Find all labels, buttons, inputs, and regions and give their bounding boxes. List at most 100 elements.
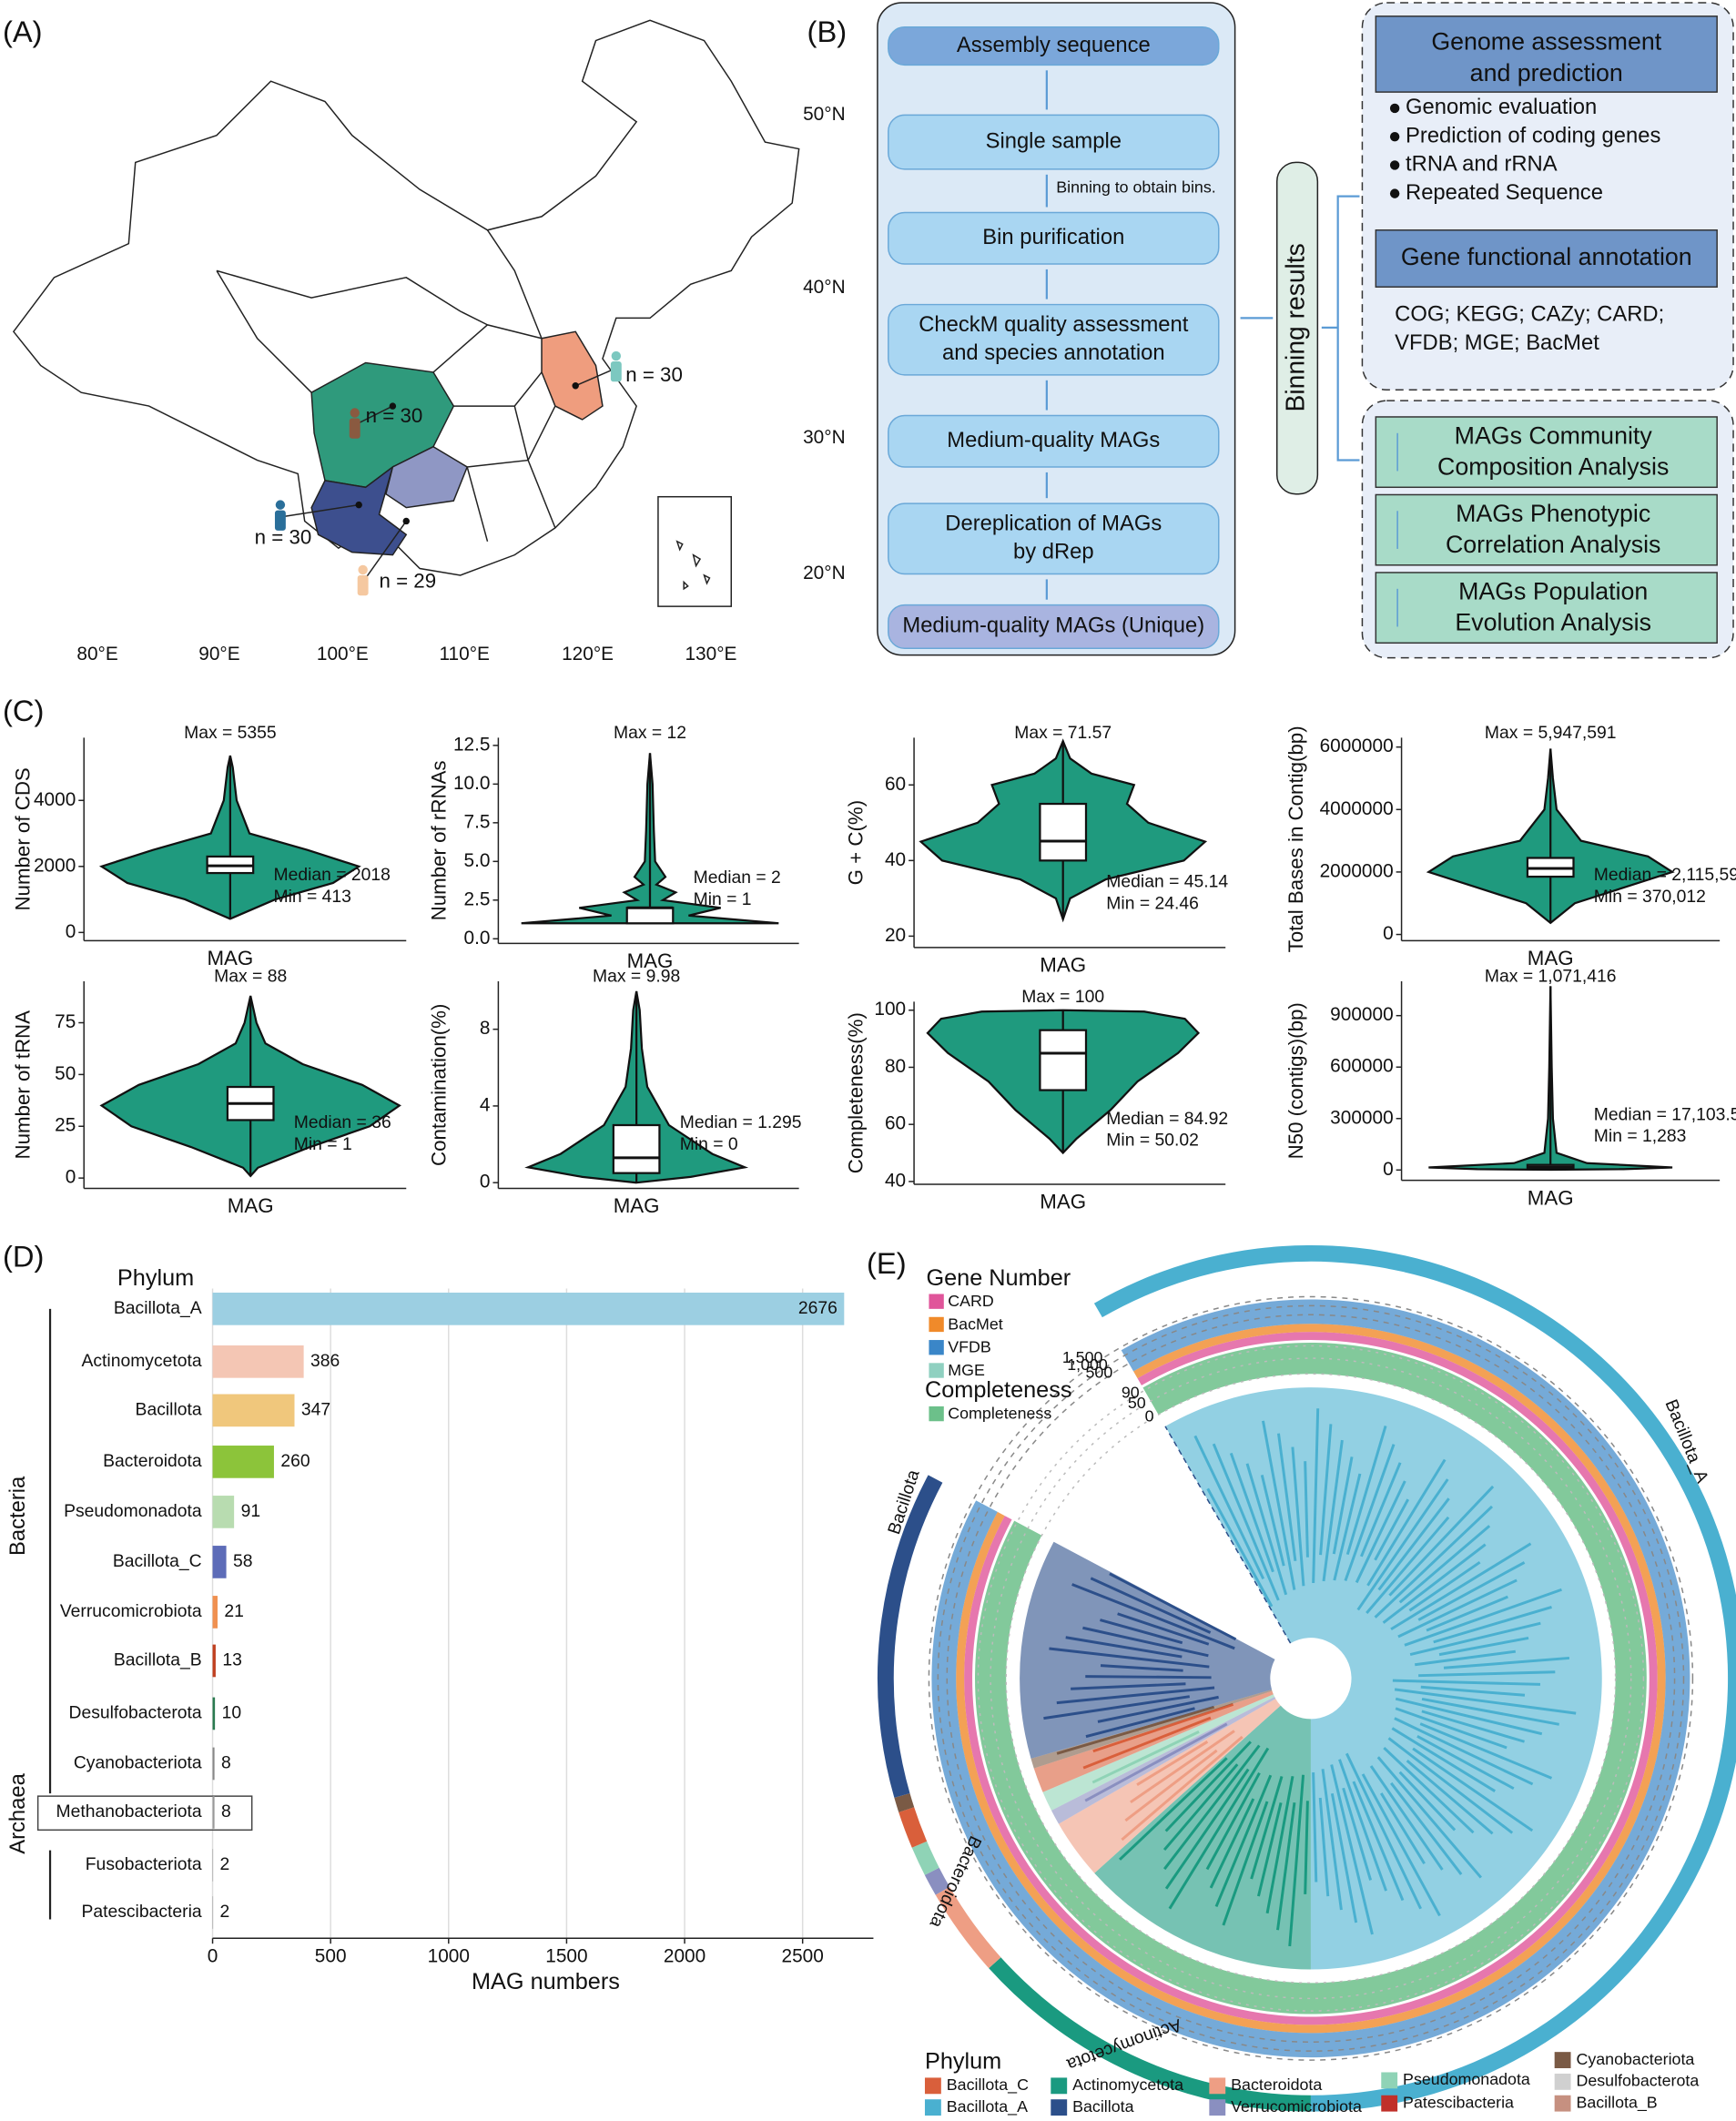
x-tick-label: MAG bbox=[1528, 947, 1574, 969]
category-label: Bacillota_C bbox=[113, 1552, 202, 1571]
y-tick-label: 8 bbox=[480, 1018, 491, 1039]
bullet bbox=[1389, 103, 1400, 114]
tree-branch bbox=[1082, 1626, 1209, 1658]
median-label: Median = 36 bbox=[294, 1113, 391, 1132]
max-label: Max = 12 bbox=[614, 724, 686, 743]
legend-label: Completeness bbox=[948, 1405, 1051, 1423]
clade-fill bbox=[1030, 1690, 1273, 1769]
y-tick-label: 4 bbox=[480, 1094, 491, 1115]
tree-branch bbox=[1082, 1716, 1212, 1770]
gene-grid bbox=[937, 1304, 1685, 2052]
value-label: 8 bbox=[221, 1802, 231, 1822]
completeness-grid bbox=[977, 1345, 1645, 2012]
tree-branch bbox=[1345, 1426, 1387, 1556]
lon-label: 100°E bbox=[317, 644, 369, 665]
x-tick-label: 500 bbox=[315, 1946, 347, 1967]
max-label: Max = 100 bbox=[1021, 988, 1104, 1007]
category-label: Desulfobacterota bbox=[68, 1704, 201, 1723]
value-label: 2676 bbox=[798, 1299, 838, 1318]
tree-branch bbox=[1392, 1679, 1541, 1686]
tree-branch bbox=[1394, 1688, 1577, 1715]
tree-branch bbox=[1404, 1588, 1562, 1647]
tree-branch bbox=[1421, 1710, 1525, 1743]
tree-branch bbox=[1365, 1516, 1450, 1614]
tree-branch bbox=[1212, 1443, 1280, 1601]
x-tick-label: 1000 bbox=[428, 1946, 470, 1967]
bar bbox=[212, 1496, 235, 1528]
median-label: Median = 2,115,595 bbox=[1594, 866, 1736, 885]
legend-label: Bacillota_C bbox=[947, 2075, 1029, 2095]
lat-label: 20°N bbox=[803, 563, 846, 584]
phylum-ring bbox=[935, 1886, 1001, 1969]
value-label: 13 bbox=[222, 1651, 242, 1670]
step-text: Bin purification bbox=[982, 225, 1124, 249]
legend-swatch bbox=[1051, 2099, 1068, 2116]
step-text: Dereplication of MAGs bbox=[945, 511, 1162, 535]
person-body bbox=[349, 418, 360, 439]
tree-branch bbox=[1100, 1664, 1183, 1672]
legend-label: Pseudomonadota bbox=[1403, 2070, 1530, 2088]
lon-label: 90°E bbox=[198, 644, 239, 665]
tree-branch bbox=[1205, 1771, 1261, 1871]
tree-branch bbox=[1049, 1647, 1210, 1669]
value-label: 2 bbox=[219, 1903, 229, 1922]
tree-branch bbox=[1277, 1433, 1297, 1561]
tree-branch bbox=[1387, 1737, 1514, 1834]
analysis-text: Correlation Analysis bbox=[1446, 531, 1660, 558]
bar bbox=[212, 1644, 216, 1678]
bar bbox=[212, 1446, 274, 1478]
tree-branch bbox=[1071, 1682, 1186, 1690]
completeness-grid bbox=[1005, 1373, 1617, 1984]
category-label: Fusobacteriota bbox=[86, 1855, 202, 1874]
y-tick-label: 0 bbox=[66, 921, 76, 942]
value-label: 2 bbox=[219, 1855, 229, 1874]
tree-branch bbox=[1136, 1740, 1209, 1786]
legend-label: MGE bbox=[948, 1361, 985, 1379]
tree-branch bbox=[1395, 1707, 1508, 1750]
list-item: Prediction of coding genes bbox=[1406, 123, 1660, 147]
highlight-box bbox=[36, 1795, 253, 1832]
category-label: Verrucomicrobiota bbox=[60, 1602, 202, 1621]
gene-grid bbox=[928, 1295, 1694, 2061]
legend-title: Phylum bbox=[925, 2049, 1001, 2075]
y-axis-label: Total Bases in Contig(bp) bbox=[1284, 726, 1307, 952]
region-guizhou bbox=[385, 445, 469, 509]
tree-branch bbox=[1304, 1801, 1309, 1894]
y-tick-label: 25 bbox=[55, 1115, 76, 1136]
category-label: Bacteroidota bbox=[103, 1452, 202, 1471]
tree-branch bbox=[1412, 1747, 1534, 1832]
category-label: Cyanobacteriota bbox=[74, 1754, 202, 1773]
category-label: Actinomycetota bbox=[81, 1352, 201, 1371]
step-text: Assembly sequence bbox=[957, 33, 1151, 57]
legend-swatch bbox=[1209, 2077, 1226, 2095]
legend-label: Bacillota_A bbox=[947, 2097, 1028, 2116]
leader-line bbox=[574, 367, 617, 387]
tree-branch bbox=[1117, 1612, 1210, 1646]
panel-label: (B) bbox=[807, 15, 848, 48]
y-tick-label: 7.5 bbox=[464, 811, 491, 832]
legend-swatch bbox=[924, 2099, 941, 2116]
x-tick-label: MAG bbox=[614, 1194, 660, 1217]
y-axis-label: Number of rRNAs bbox=[427, 760, 450, 920]
analysis-text: Composition Analysis bbox=[1437, 453, 1669, 481]
clade-fill bbox=[1165, 1387, 1602, 1970]
islands bbox=[675, 540, 711, 591]
sample-label: n = 29 bbox=[380, 569, 437, 592]
assessment-header bbox=[1375, 15, 1718, 93]
lat-label: 50°N bbox=[803, 104, 846, 125]
tree-branch bbox=[1394, 1717, 1534, 1786]
y-tick-label: 2.5 bbox=[464, 888, 491, 909]
legend-label: Actinomycetota bbox=[1072, 2075, 1183, 2094]
value-label: 386 bbox=[310, 1352, 340, 1371]
x-axis-label: MAG numbers bbox=[472, 1969, 620, 1994]
leader-line bbox=[362, 521, 407, 583]
legend-label: Bacillota bbox=[1072, 2097, 1133, 2116]
tree-branch bbox=[1417, 1561, 1526, 1621]
legend-swatch bbox=[1051, 2077, 1068, 2095]
inset-box bbox=[657, 495, 733, 607]
box bbox=[1039, 1029, 1088, 1091]
y-axis-label: Completeness(%) bbox=[844, 1012, 867, 1173]
gene-tick-label: 1,500 bbox=[1062, 1348, 1103, 1366]
tree-branch bbox=[1332, 1456, 1354, 1555]
tree-branch bbox=[1092, 1702, 1234, 1753]
